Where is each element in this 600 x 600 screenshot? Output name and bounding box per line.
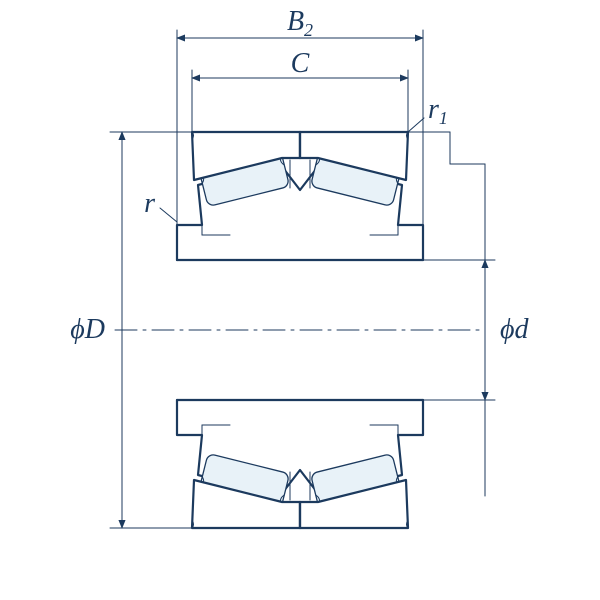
label-phiD: ϕD: [70, 314, 105, 345]
leader-r: [160, 208, 177, 222]
label-C: C: [291, 48, 310, 79]
bearing-diagram: B2 C r r1 ϕD ϕd: [0, 0, 600, 600]
leader-r1: [408, 118, 424, 132]
label-B2: B2: [287, 6, 313, 40]
label-phid: ϕd: [500, 314, 529, 345]
bearing-upper-half: [177, 132, 423, 260]
label-r: r: [144, 188, 155, 219]
label-r1: r1: [428, 94, 448, 128]
bearing-lower-half: [177, 400, 423, 528]
